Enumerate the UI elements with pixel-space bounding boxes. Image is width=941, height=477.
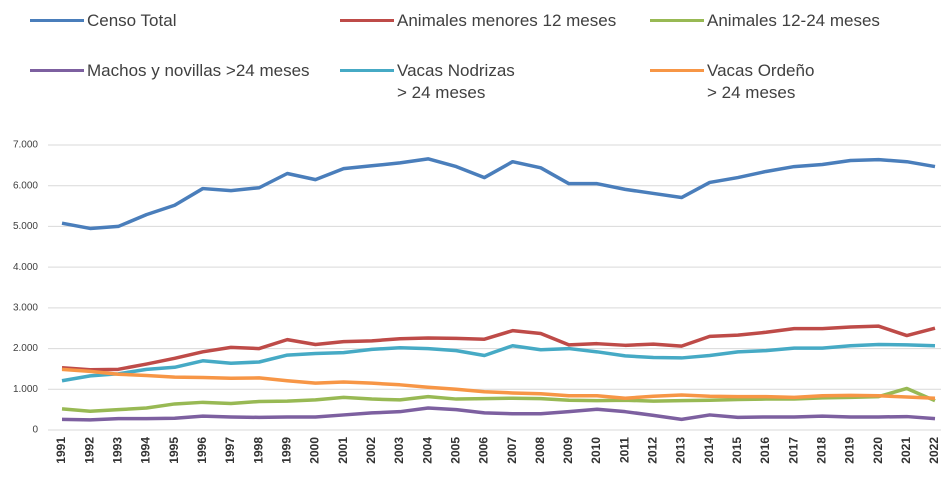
legend-label: Animales 12-24 meses [707,11,880,30]
x-tick-label: 1993 [110,437,124,464]
x-tick-label: 2004 [420,437,434,464]
series-line [61,157,936,231]
x-tick-label: 2021 [899,437,913,464]
x-tick-label: 1992 [82,437,96,464]
legend-swatch [340,69,394,72]
x-tick-label: 2010 [589,437,603,464]
series-line [61,324,936,372]
y-tick-label: 0 [32,425,38,436]
x-tick-label: 2011 [617,437,631,463]
y-tick-label: 5.000 [13,221,38,232]
x-tick-label: 2014 [702,437,716,464]
series-line [61,386,936,414]
x-tick-label: 2019 [843,437,857,464]
legend-swatch [30,69,84,72]
series-line [61,342,936,383]
x-tick-label: 2020 [871,437,885,464]
x-tick-label: 2006 [477,437,491,464]
x-tick-label: 2002 [364,437,378,464]
series-line [61,367,936,400]
legend-item: Machos y novillas >24 meses [30,60,310,82]
legend-label: Vacas Ordeño > 24 meses [707,61,815,102]
x-tick-label: 2008 [533,437,547,464]
x-tick-label: 2013 [674,437,688,464]
y-tick-label: 1.000 [13,384,38,395]
legend-swatch [340,19,394,22]
x-tick-label: 2003 [392,437,406,464]
legend-label: Machos y novillas >24 meses [87,61,310,80]
legend-label: Censo Total [87,11,177,30]
x-tick-label: 1998 [251,437,265,464]
x-tick-label: 1991 [54,437,68,464]
x-tick-label: 2016 [758,437,772,464]
y-tick-label: 2.000 [13,343,38,354]
legend-label: Animales menores 12 meses [397,11,617,30]
y-tick-label: 7.000 [13,140,38,151]
legend-item: Animales menores 12 meses [340,10,616,32]
x-tick-label: 1995 [167,437,181,464]
legend-swatch [30,19,84,22]
legend-swatch [650,19,704,22]
x-tick-label: 2012 [646,437,660,464]
x-tick-label: 2009 [561,437,575,464]
y-tick-label: 6.000 [13,180,38,191]
x-tick-label: 2005 [448,437,462,464]
y-tick-label: 4.000 [13,262,38,273]
x-tick-label: 2001 [336,437,350,464]
x-tick-label: 2007 [505,437,519,464]
legend-item: Vacas Ordeño > 24 meses [650,60,814,104]
x-tick-label: 1999 [279,437,293,464]
legend-item: Animales 12-24 meses [650,10,880,32]
x-tick-label: 1996 [195,437,209,464]
series-line [61,406,936,422]
legend-label: Vacas Nodrizas > 24 meses [397,61,515,102]
y-tick-label: 3.000 [13,302,38,313]
x-tick-label: 2018 [815,437,829,464]
x-tick-label: 2015 [730,437,744,464]
x-tick-label: 2022 [927,437,941,464]
legend-item: Vacas Nodrizas > 24 meses [340,60,515,104]
x-tick-label: 1997 [223,437,237,464]
legend-swatch [650,69,704,72]
x-tick-label: 2017 [786,437,800,464]
x-tick-label: 2000 [308,437,322,464]
legend-item: Censo Total [30,10,176,32]
x-tick-label: 1994 [139,437,153,464]
